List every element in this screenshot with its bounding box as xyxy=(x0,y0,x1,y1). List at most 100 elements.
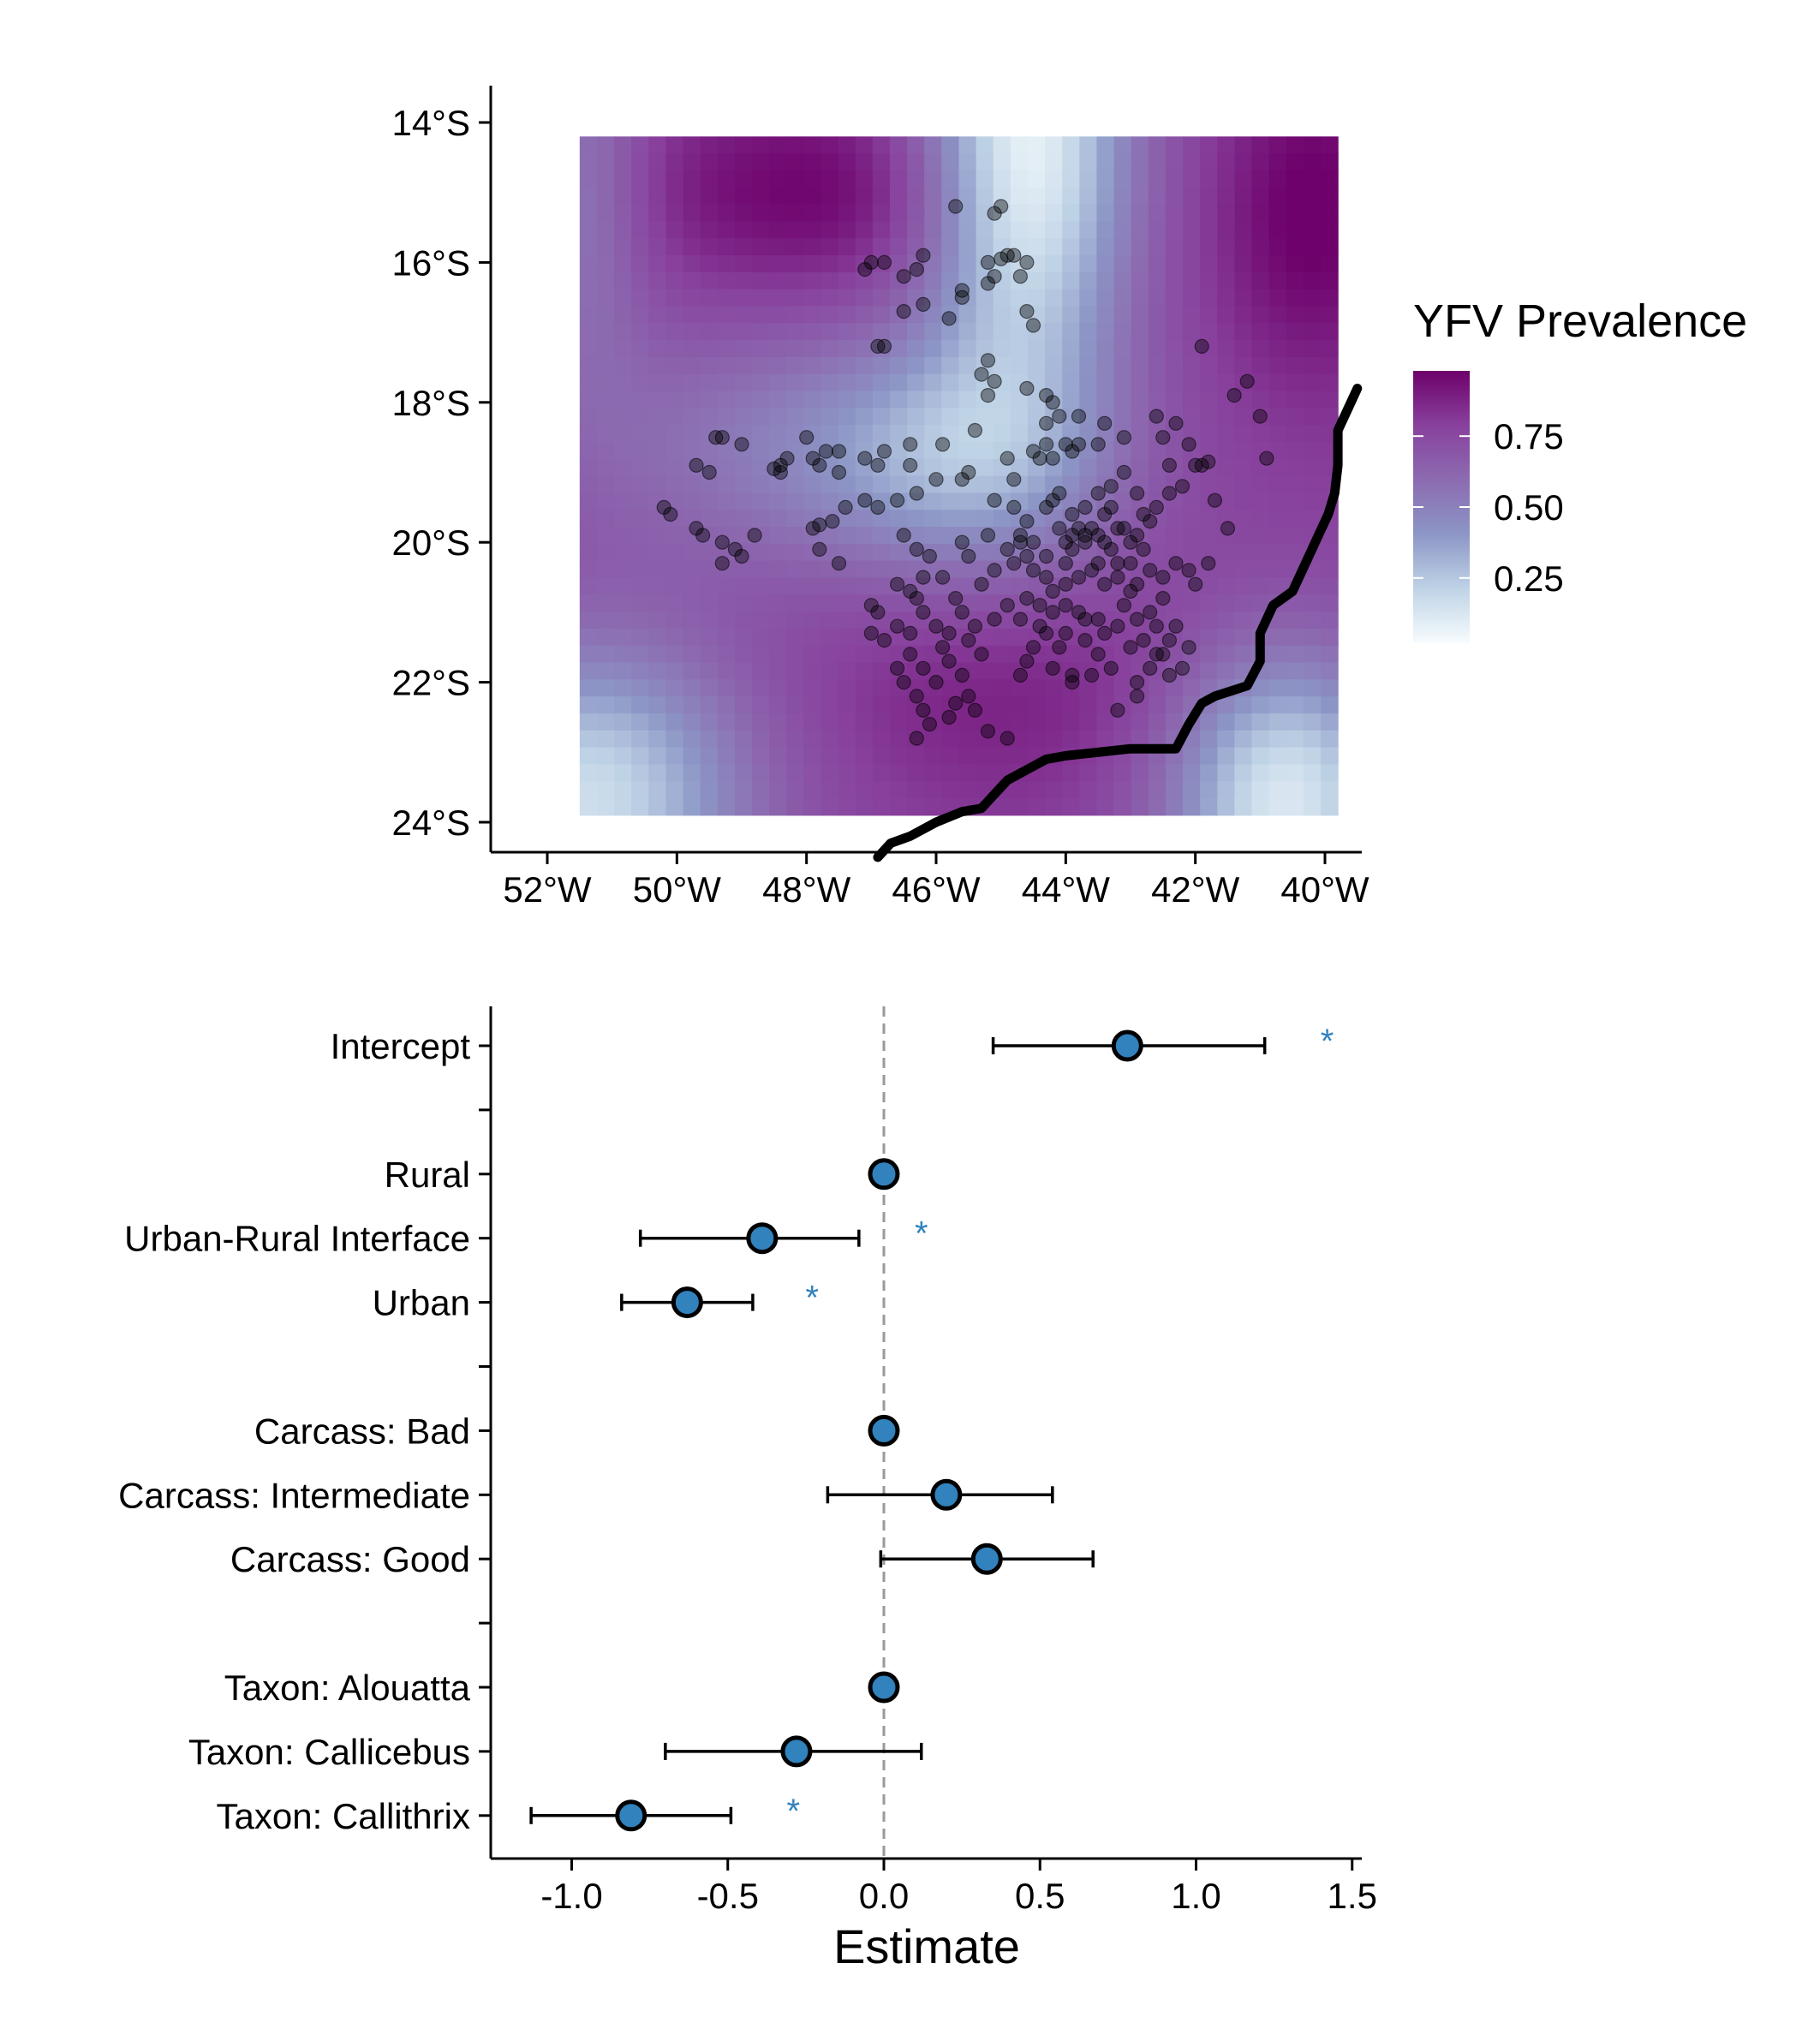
raster-cell xyxy=(717,492,736,510)
raster-cell xyxy=(803,373,822,392)
raster-cell xyxy=(1286,696,1304,714)
sampling-point xyxy=(1103,499,1119,516)
raster-cell xyxy=(838,221,856,239)
raster-cell xyxy=(700,340,719,358)
raster-cell xyxy=(803,747,822,765)
raster-cell xyxy=(700,458,719,477)
raster-cell xyxy=(1148,238,1167,256)
raster-cell xyxy=(993,425,1011,443)
raster-cell xyxy=(1148,492,1167,510)
raster-cell xyxy=(1148,679,1167,697)
raster-cell xyxy=(648,730,667,749)
raster-cell xyxy=(1303,645,1322,664)
raster-cell xyxy=(769,306,787,324)
raster-cell xyxy=(890,391,908,409)
estimate-point xyxy=(780,1735,813,1768)
raster-cell xyxy=(1045,560,1063,579)
raster-cell xyxy=(803,204,822,222)
raster-cell xyxy=(855,153,874,171)
raster-cell xyxy=(872,238,891,256)
raster-cell xyxy=(614,204,632,222)
raster-cell xyxy=(700,713,719,731)
raster-cell xyxy=(786,730,804,749)
raster-cell xyxy=(579,306,598,324)
raster-cell xyxy=(1303,340,1322,358)
raster-cell xyxy=(855,136,874,154)
raster-cell xyxy=(890,798,908,816)
raster-cell xyxy=(1200,560,1218,579)
raster-cell xyxy=(1131,356,1149,375)
raster-cell xyxy=(700,645,719,664)
raster-cell xyxy=(976,662,994,680)
raster-cell xyxy=(665,577,684,595)
raster-cell xyxy=(1148,289,1167,307)
raster-cell xyxy=(941,373,960,392)
raster-cell xyxy=(769,612,787,630)
raster-cell xyxy=(631,373,649,392)
raster-cell xyxy=(1148,475,1167,493)
raster-cell xyxy=(958,323,977,341)
x-axis-title: Estimate xyxy=(833,1919,1020,1973)
raster-cell xyxy=(1251,781,1270,799)
raster-cell xyxy=(1183,798,1201,816)
raster-cell xyxy=(976,408,994,426)
raster-cell xyxy=(993,747,1011,765)
sampling-point xyxy=(812,541,827,558)
raster-cell xyxy=(665,441,684,460)
raster-cell xyxy=(665,187,684,206)
raster-cell xyxy=(1251,425,1270,443)
raster-cell xyxy=(855,373,874,392)
raster-cell xyxy=(872,713,891,731)
raster-cell xyxy=(769,204,787,222)
raster-cell xyxy=(907,679,925,697)
raster-cell xyxy=(752,238,770,256)
raster-cell xyxy=(614,510,632,528)
raster-cell xyxy=(890,373,908,392)
raster-cell xyxy=(665,289,684,307)
raster-cell xyxy=(1096,628,1115,647)
raster-cell xyxy=(1183,306,1201,324)
sampling-point xyxy=(1045,451,1060,466)
raster-cell xyxy=(820,340,839,358)
raster-cell xyxy=(683,510,701,528)
raster-cell xyxy=(648,458,667,477)
raster-cell xyxy=(769,221,787,239)
raster-cell xyxy=(976,764,994,782)
raster-cell xyxy=(855,628,874,647)
raster-cell xyxy=(890,136,908,154)
raster-cell xyxy=(1321,730,1339,749)
raster-cell xyxy=(838,662,856,680)
raster-cell xyxy=(1148,187,1167,206)
prevalence-raster xyxy=(579,136,1339,816)
raster-cell xyxy=(579,289,598,307)
raster-cell xyxy=(1062,492,1080,510)
raster-cell xyxy=(1268,713,1287,731)
raster-cell xyxy=(1286,204,1304,222)
raster-cell xyxy=(872,136,891,154)
raster-cell xyxy=(958,781,977,799)
raster-cell xyxy=(1045,798,1063,816)
raster-cell xyxy=(1234,577,1253,595)
sampling-point xyxy=(1052,640,1067,655)
raster-cell xyxy=(820,306,839,324)
raster-cell xyxy=(820,170,839,188)
raster-cell xyxy=(683,645,701,664)
raster-cell xyxy=(958,645,977,664)
raster-cell xyxy=(907,577,925,595)
raster-cell xyxy=(579,136,598,154)
raster-cell xyxy=(700,492,719,510)
raster-cell xyxy=(683,696,701,714)
raster-cell xyxy=(786,764,804,782)
raster-cell xyxy=(907,798,925,816)
raster-cell xyxy=(907,272,925,290)
sampling-point xyxy=(987,492,1002,508)
raster-cell xyxy=(1165,781,1184,799)
sampling-point xyxy=(1090,437,1106,452)
raster-cell xyxy=(1303,594,1322,612)
raster-cell xyxy=(1027,492,1046,510)
raster-cell xyxy=(1113,323,1132,341)
raster-cell xyxy=(1268,764,1287,782)
raster-cell xyxy=(1321,408,1339,426)
raster-cell xyxy=(855,713,874,731)
raster-cell xyxy=(1027,221,1046,239)
